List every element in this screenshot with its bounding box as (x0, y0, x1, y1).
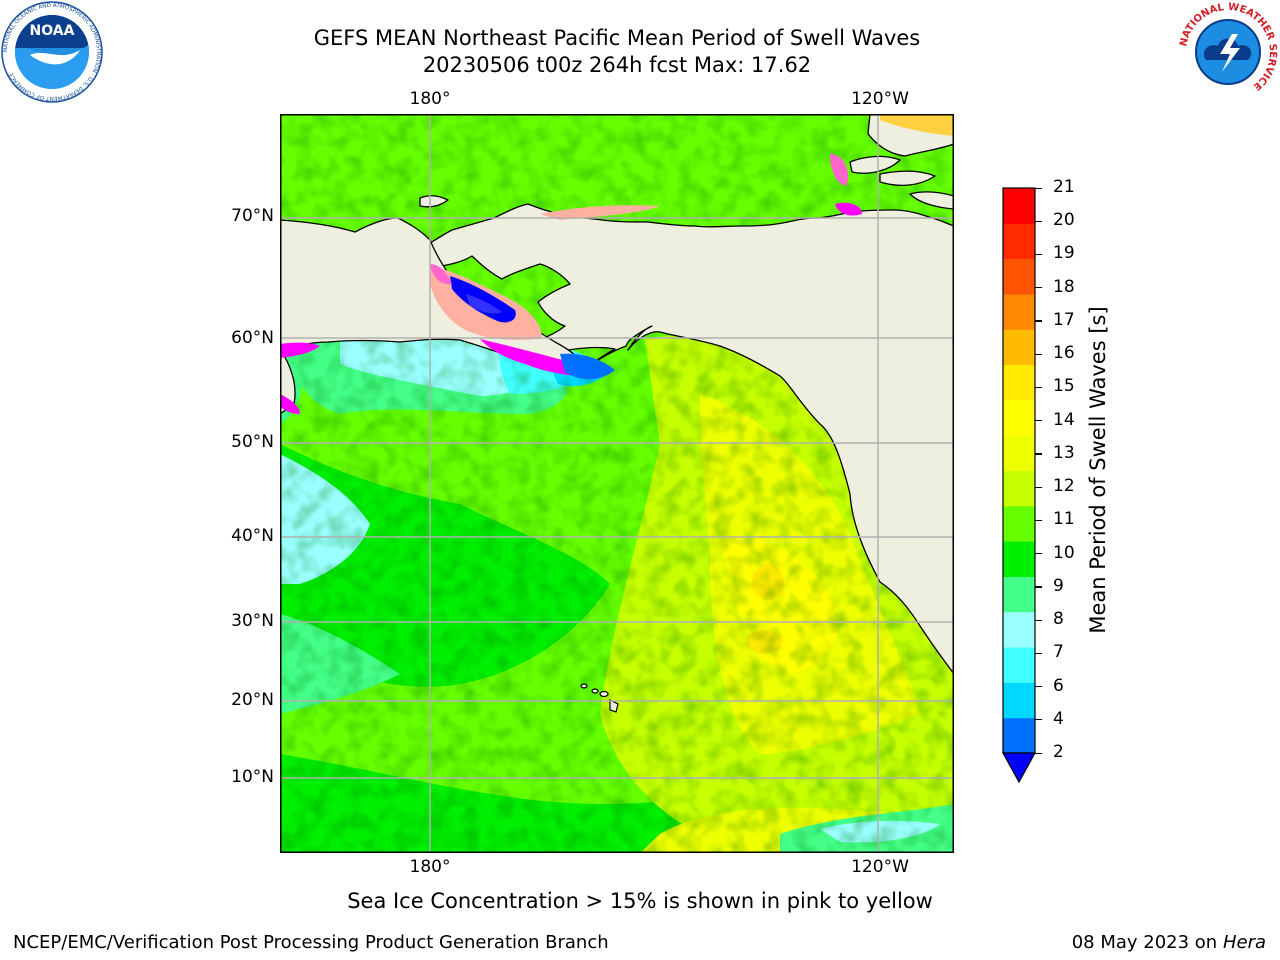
colorbar-segment (1003, 293, 1035, 330)
colorbar-tick-mark (1035, 320, 1042, 322)
colorbar-tick-label: 17 (1053, 309, 1075, 330)
colorbar-tick-mark (1035, 486, 1042, 488)
colorbar-tick-mark (1035, 619, 1042, 621)
colorbar-tick-label: 12 (1053, 476, 1075, 497)
map-frame (280, 114, 954, 853)
noaa-logo-icon: NATIONAL OCEANIC AND ATMOSPHERIC ADMINIS… (1, 1, 103, 103)
colorbar-tick-label: 21 (1053, 177, 1075, 197)
colorbar-tick-label: 15 (1053, 376, 1075, 397)
colorbar-segment (1003, 647, 1035, 683)
colorbar-tick-label: 13 (1053, 442, 1075, 463)
footer-host: Hera (1222, 932, 1266, 953)
colorbar-segment (1003, 364, 1035, 401)
colorbar-tick-mark (1035, 220, 1042, 222)
sea-ice-note: Sea Ice Concentration > 15% is shown in … (347, 889, 933, 913)
colorbar-under-triangle (1001, 752, 1037, 784)
colorbar-tick-label: 11 (1053, 509, 1075, 530)
colorbar-tick-mark (1035, 453, 1042, 455)
lat-label-10n: 10°N (231, 767, 274, 787)
lat-label-30n: 30°N (231, 611, 274, 631)
colorbar-segment (1003, 399, 1035, 436)
colorbar-tick-mark (1035, 386, 1042, 389)
map-run-info: 20230506 t00z 264h fcst Max: 17.62 (422, 53, 812, 77)
colorbar-segment (1003, 188, 1035, 224)
colorbar-segment (1003, 223, 1035, 260)
footer-date: 08 May 2023 on Hera (1072, 932, 1266, 953)
colorbar-tick-mark (1035, 519, 1042, 522)
colorbar-frame (1002, 187, 1036, 754)
graticule (280, 114, 954, 853)
colorbar-tick-label: 8 (1053, 609, 1064, 630)
colorbar-segment (1003, 470, 1035, 507)
map-title: GEFS MEAN Northeast Pacific Mean Period … (313, 26, 921, 50)
colorbar-tick-mark (1035, 420, 1042, 422)
colorbar-tick-mark (1035, 586, 1042, 588)
footer-branch: NCEP/EMC/Verification Post Processing Pr… (13, 932, 609, 953)
colorbar-tick-mark (1035, 719, 1042, 721)
colorbar-segment (1003, 717, 1035, 754)
lat-label-60n: 60°N (231, 328, 274, 348)
nws-logo-icon: NATIONAL WEATHER SERVICE (1178, 2, 1278, 102)
colorbar-tick-label: 2 (1053, 742, 1064, 762)
colorbar-tick-label: 10 (1053, 542, 1075, 563)
lat-label-40n: 40°N (231, 526, 274, 546)
north-america-land (421, 114, 954, 675)
noaa-logo-text: NOAA (30, 23, 75, 39)
lon-label-bottom-180: 180° (409, 857, 451, 877)
colorbar-tick-label: 4 (1053, 708, 1064, 729)
colorbar-segment (1003, 435, 1035, 471)
colorbar-label: Mean Period of Swell Waves [s] (1086, 306, 1110, 634)
lat-label-20n: 20°N (231, 690, 274, 710)
lat-label-70n: 70°N (231, 206, 274, 226)
colorbar-tick-mark (1035, 253, 1042, 256)
footer-date-text: 08 May 2023 on (1071, 932, 1218, 953)
colorbar-segment (1003, 611, 1035, 648)
colorbar-segment (1003, 329, 1035, 366)
lon-label-top-180: 180° (409, 89, 451, 109)
colorbar-segment (1003, 258, 1035, 295)
colorbar-segment (1003, 682, 1035, 719)
colorbar-tick-mark (1035, 353, 1042, 355)
colorbar-tick-label: 14 (1053, 409, 1075, 430)
colorbar-tick-label: 16 (1053, 343, 1075, 364)
colorbar-segment (1003, 541, 1035, 577)
lon-label-top-120w: 120°W (851, 89, 909, 109)
lat-label-50n: 50°N (231, 432, 274, 452)
colorbar-tick-label: 6 (1053, 675, 1064, 696)
colorbar-tick-mark (1035, 287, 1042, 289)
swell-period-map (280, 114, 954, 853)
colorbar-tick-mark (1035, 187, 1042, 189)
colorbar-tick-label: 9 (1053, 575, 1064, 596)
colorbar-tick-label: 20 (1053, 210, 1075, 231)
colorbar-tick-label: 7 (1053, 642, 1064, 663)
sea-ice (280, 114, 954, 414)
colorbar-tick-mark (1035, 652, 1042, 654)
colorbar-tick-mark (1035, 752, 1042, 754)
colorbar-tick-label: 19 (1053, 243, 1075, 264)
colorbar (1001, 187, 1037, 784)
colorbar-segment (1003, 505, 1035, 542)
colorbar-segment (1003, 576, 1035, 613)
colorbar-tick-mark (1035, 686, 1042, 688)
lon-label-bottom-120w: 120°W (851, 857, 909, 877)
colorbar-tick-label: 18 (1053, 276, 1075, 297)
colorbar-tick-mark (1035, 553, 1042, 555)
hawaii-islands (580, 683, 619, 713)
